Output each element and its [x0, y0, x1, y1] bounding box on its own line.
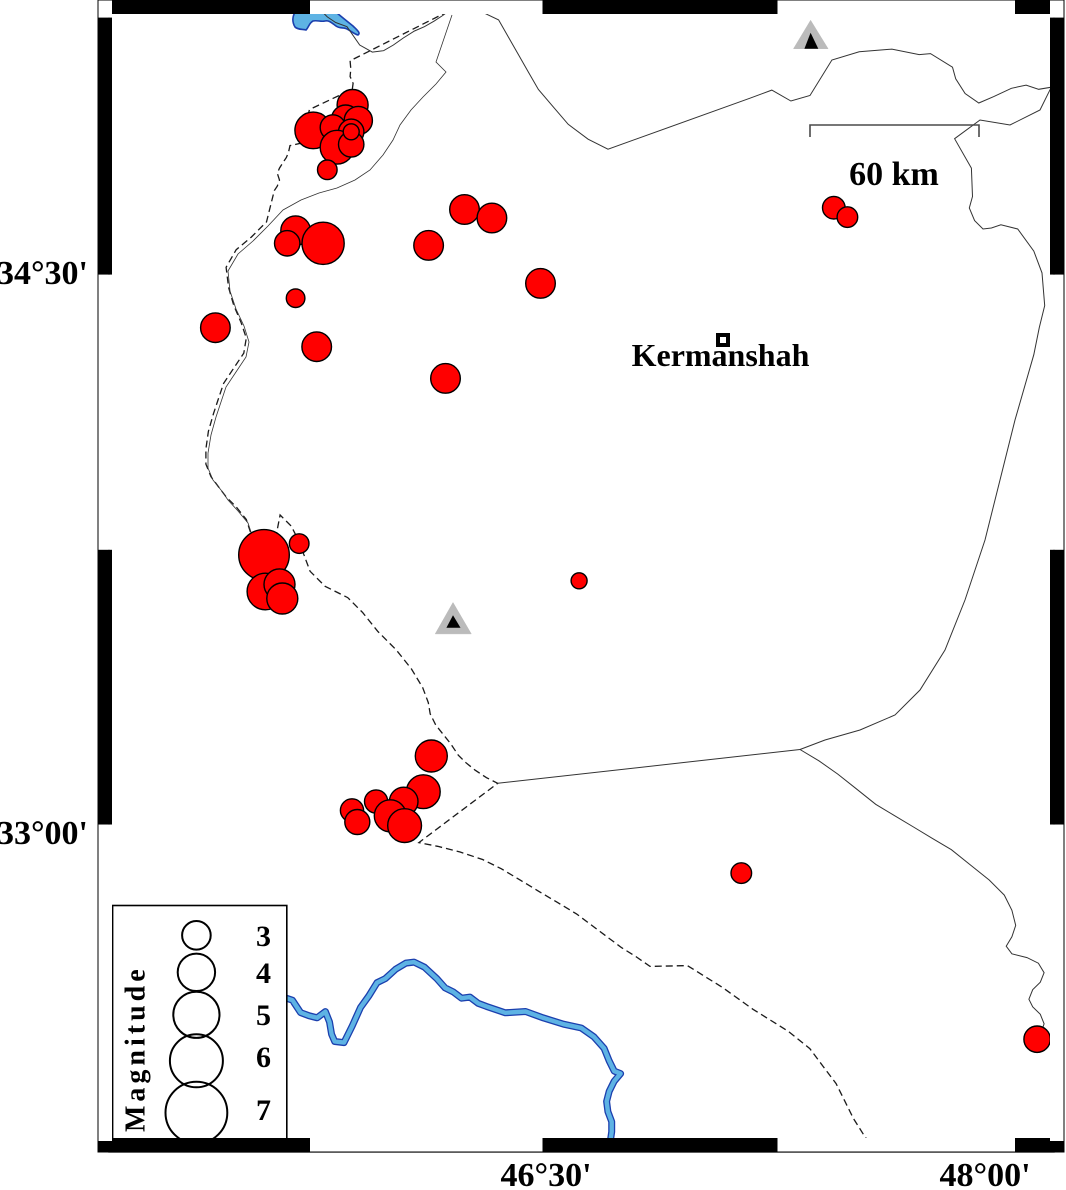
- svg-text:7: 7: [256, 1094, 271, 1127]
- svg-text:34°30': 34°30': [0, 255, 88, 292]
- svg-text:48°00': 48°00': [939, 1157, 1030, 1190]
- svg-text:5: 5: [256, 999, 271, 1032]
- svg-text:46°30': 46°30': [500, 1157, 591, 1190]
- svg-text:60 km: 60 km: [849, 156, 939, 193]
- svg-text:4: 4: [256, 957, 271, 990]
- svg-text:33°00': 33°00': [0, 815, 88, 852]
- svg-text:6: 6: [256, 1041, 271, 1074]
- svg-text:3: 3: [256, 920, 271, 953]
- svg-text:Kermanshah: Kermanshah: [632, 337, 810, 373]
- svg-text:Magnitude: Magnitude: [121, 965, 152, 1132]
